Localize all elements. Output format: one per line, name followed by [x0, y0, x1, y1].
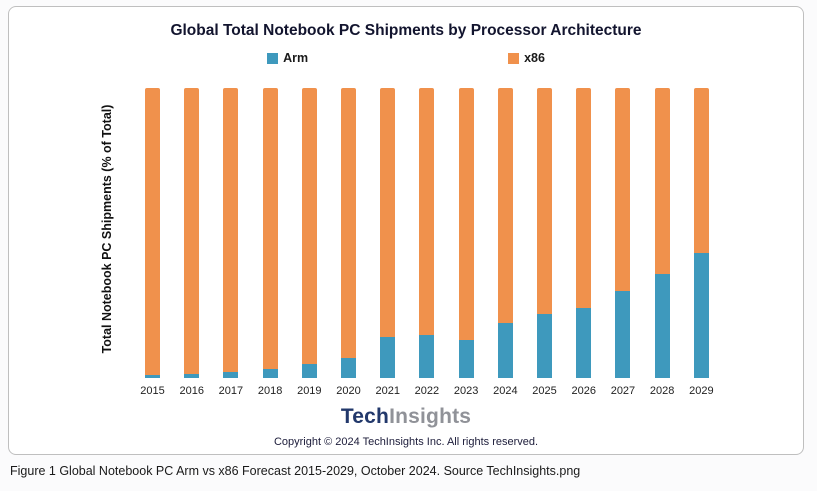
- x86-segment-2027: [615, 88, 631, 291]
- bar-2026: 2026: [571, 88, 596, 397]
- x86-segment-2023: [458, 88, 474, 341]
- arm-legend-label: Arm: [283, 51, 309, 65]
- arm-segment-2023: [458, 340, 474, 378]
- chart-card: Global Total Notebook PC Shipments by Pr…: [8, 6, 804, 455]
- x86-legend-label: x86: [524, 51, 545, 65]
- x86-legend-swatch-icon: [508, 52, 520, 64]
- x-tick-label-2022: 2022: [414, 385, 440, 397]
- bar-2017: 2017: [219, 88, 243, 397]
- arm-segment-2015: [145, 375, 160, 378]
- x86-segment-2022: [419, 88, 435, 335]
- x-tick-label-2020: 2020: [336, 385, 361, 397]
- arm-segment-2025: [537, 314, 553, 378]
- arm-segment-2026: [576, 308, 592, 378]
- x-tick-label-2027: 2027: [610, 385, 636, 397]
- bar-2021: 2021: [375, 88, 400, 397]
- arm-segment-2022: [419, 334, 435, 378]
- chart-title: Global Total Notebook PC Shipments by Pr…: [170, 22, 642, 39]
- x-tick-label-2028: 2028: [649, 385, 675, 397]
- arm-segment-2021: [380, 337, 396, 378]
- legend-item-arm: Arm: [267, 51, 308, 65]
- x-tick-label-2018: 2018: [257, 385, 283, 397]
- x86-segment-2025: [537, 88, 553, 315]
- x-tick-label-2019: 2019: [297, 385, 322, 397]
- bar-2027: 2027: [611, 88, 635, 397]
- brand-logo-tech: Tech: [340, 405, 390, 428]
- arm-segment-2027: [615, 291, 631, 378]
- bar-2028: 2028: [650, 88, 674, 397]
- plot-area: 2015 2016 2017 2018 2019 2020 2021 2022 2023 2024…: [140, 88, 714, 397]
- bar-2022: 2022: [415, 88, 439, 397]
- arm-segment-2020: [341, 357, 357, 378]
- bar-2029: 2029: [689, 88, 714, 397]
- arm-segment-2017: [223, 372, 239, 378]
- brand-logo-insights: Insights: [389, 405, 472, 428]
- x86-segment-2028: [654, 88, 670, 274]
- x86-segment-2018: [262, 88, 278, 370]
- x-tick-label-2026: 2026: [571, 385, 596, 397]
- arm-segment-2028: [654, 273, 670, 378]
- x86-segment-2015: [145, 88, 160, 376]
- x-tick-label-2016: 2016: [179, 385, 204, 397]
- bar-2018: 2018: [258, 88, 282, 397]
- figure-caption: Figure 1 Global Notebook PC Arm vs x86 F…: [10, 464, 581, 478]
- bar-2019: 2019: [297, 88, 322, 397]
- x-tick-label-2021: 2021: [375, 385, 400, 397]
- arm-segment-2016: [184, 373, 200, 378]
- x86-segment-2016: [184, 88, 200, 374]
- x86-segment-2017: [223, 88, 239, 373]
- bar-2024: 2024: [493, 88, 518, 397]
- x-tick-label-2015: 2015: [140, 385, 165, 397]
- bar-2020: 2020: [336, 88, 361, 397]
- bar-2023: 2023: [454, 88, 478, 397]
- x86-segment-2021: [380, 88, 396, 338]
- x86-segment-2024: [497, 88, 513, 323]
- bar-2015: 2015: [140, 88, 165, 397]
- x86-segment-2029: [693, 88, 709, 254]
- arm-segment-2024: [497, 322, 513, 378]
- bar-2025: 2025: [532, 88, 557, 397]
- arm-legend-swatch-icon: [267, 52, 279, 64]
- arm-segment-2019: [301, 363, 317, 378]
- brand-logo: TechInsights: [9, 405, 803, 429]
- y-axis-label: Total Notebook PC Shipments (% of Total): [100, 104, 114, 354]
- copyright-text: Copyright © 2024 TechInsights Inc. All r…: [273, 436, 539, 448]
- arm-segment-2018: [262, 369, 278, 378]
- x86-segment-2019: [301, 88, 317, 364]
- x-tick-label-2017: 2017: [218, 385, 244, 397]
- x-tick-label-2024: 2024: [493, 385, 518, 397]
- legend-item-x86: x86: [508, 51, 545, 65]
- x-tick-label-2023: 2023: [453, 385, 479, 397]
- arm-segment-2029: [693, 253, 709, 378]
- bar-2016: 2016: [179, 88, 204, 397]
- x-tick-label-2029: 2029: [689, 385, 714, 397]
- x86-segment-2026: [576, 88, 592, 309]
- x-tick-label-2025: 2025: [532, 385, 557, 397]
- legend: Arm x86: [9, 51, 803, 65]
- x86-segment-2020: [341, 88, 357, 358]
